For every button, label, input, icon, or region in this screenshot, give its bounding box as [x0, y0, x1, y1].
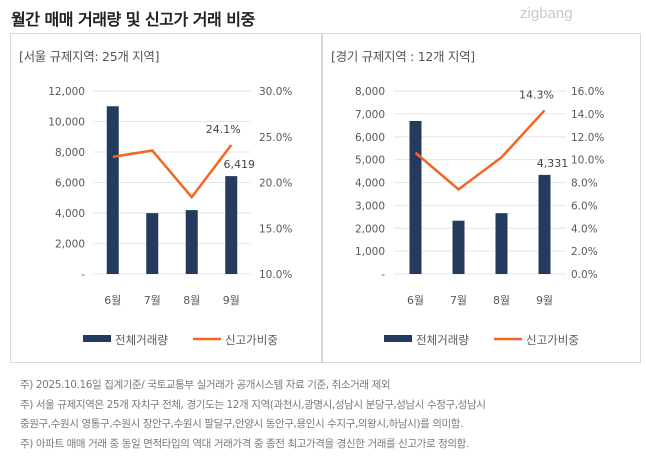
y-left-tick-label: 2,000: [55, 239, 85, 251]
y-right-tick-label: 16.0%: [571, 86, 604, 98]
y-left-tick-label: 6,000: [355, 132, 385, 144]
y-left-tick-label: 1,000: [355, 246, 385, 258]
seoul-chart-panel: [서울 규제지역: 25개 지역] - 2,000 4,000 6,000 8,000 1…: [10, 33, 322, 363]
chart-title: [서울 규제지역: 25개 지역]: [19, 49, 160, 64]
footnote: 주) 2025.10.16일 집계기준/ 국토교통부 실거래가 공개시스템 자료…: [20, 379, 391, 391]
y-right-tick-label: 4.0%: [571, 223, 598, 235]
bar-data-label: 4,331: [537, 157, 569, 170]
x-tick-label: 9월: [223, 294, 240, 307]
y-left-tick-label: 4,000: [355, 178, 385, 190]
gyeonggi-chart: - 1,000 2,000 3,000 4,000 5,000 6,000 7,000 8,00…: [355, 86, 604, 347]
line-series: [112, 144, 233, 200]
x-tick-label: 9월: [536, 294, 553, 307]
gyeonggi-chart-panel: [경기 규제지역 : 12개 지역] - 1,000 2,000 3,000 4,000…: [322, 33, 641, 363]
y-right-tick-label: 0.0%: [571, 269, 598, 281]
bar: [538, 174, 551, 274]
bar: [225, 176, 238, 274]
y-left-tick-label: 8,000: [55, 147, 85, 159]
line-data-label: 24.1%: [206, 123, 241, 136]
footnotes: 주) 2025.10.16일 집계기준/ 국토교통부 실거래가 공개시스템 자료…: [20, 376, 486, 454]
y-left-tick-label: 7,000: [355, 109, 385, 121]
bar: [409, 120, 422, 274]
y-right-tick-label: 14.0%: [571, 109, 604, 121]
bar: [452, 220, 465, 274]
legend-line-label: 신고가비중: [225, 333, 278, 347]
x-tick-label: 8월: [183, 294, 200, 307]
legend-bar-label: 전체거래량: [416, 333, 469, 347]
y-left-tick-label: 6,000: [55, 178, 85, 190]
y-right-tick-label: 25.0%: [259, 132, 292, 144]
legend-bar-label: 전체거래량: [115, 333, 168, 347]
bar: [185, 210, 198, 274]
y-right-tick-label: 20.0%: [259, 178, 292, 190]
chart-title: [경기 규제지역 : 12개 지역]: [331, 49, 475, 64]
x-tick-label: 7월: [450, 294, 467, 307]
footnote: 주) 아파트 매매 거래 중 동일 면적타입의 역대 거래가격 중 종전 최고가…: [20, 437, 469, 450]
y-left-tick-label: 5,000: [355, 155, 385, 167]
legend-bar-swatch: [384, 335, 412, 342]
y-right-tick-label: 10.0%: [571, 155, 604, 167]
y-right-tick-label: 10.0%: [259, 269, 292, 281]
legend-bar-swatch: [83, 335, 111, 342]
y-right-tick-label: 30.0%: [259, 86, 292, 98]
y-left-tick-label: 12,000: [48, 86, 85, 98]
x-tick-label: 7월: [144, 294, 161, 307]
line-data-label: 14.3%: [519, 88, 554, 101]
y-left-tick-label: 10,000: [48, 117, 85, 129]
footnote: 중원구,수원시 영통구,수원시 장안구,수원시 팔달구,안양시 동안구,용인시 …: [20, 418, 464, 430]
y-right-tick-label: 2.0%: [571, 246, 598, 258]
bar-data-label: 6,419: [224, 158, 256, 171]
bar: [146, 213, 159, 274]
y-left-tick-label: 3,000: [355, 200, 385, 212]
zigbang-logo: zigbang: [520, 5, 573, 22]
x-tick-label: 8월: [493, 294, 510, 307]
y-right-tick-label: 6.0%: [571, 200, 598, 212]
bar: [495, 213, 508, 274]
y-left-tick-label: -: [381, 269, 385, 281]
footnote: 주) 서울 규제지역은 25개 자치구 전체, 경기도는 12개 지역(과천시,…: [20, 398, 486, 411]
y-right-tick-label: 8.0%: [571, 178, 598, 190]
y-left-tick-label: 2,000: [355, 223, 385, 235]
y-right-tick-label: 12.0%: [571, 132, 604, 144]
page-title: 월간 매매 거래량 및 신고가 거래 비중: [11, 10, 255, 29]
bar: [106, 106, 119, 274]
y-right-tick-label: 15.0%: [259, 223, 292, 235]
seoul-chart: - 2,000 4,000 6,000 8,000 10,000 12,000 10.0% 15…: [48, 86, 292, 347]
y-left-tick-label: 4,000: [55, 208, 85, 220]
line-series: [414, 109, 546, 191]
legend-line-label: 신고가비중: [526, 333, 579, 347]
y-left-tick-label: -: [81, 269, 85, 281]
y-left-tick-label: 8,000: [355, 86, 385, 98]
x-tick-label: 6월: [407, 294, 424, 307]
x-tick-label: 6월: [104, 294, 121, 307]
